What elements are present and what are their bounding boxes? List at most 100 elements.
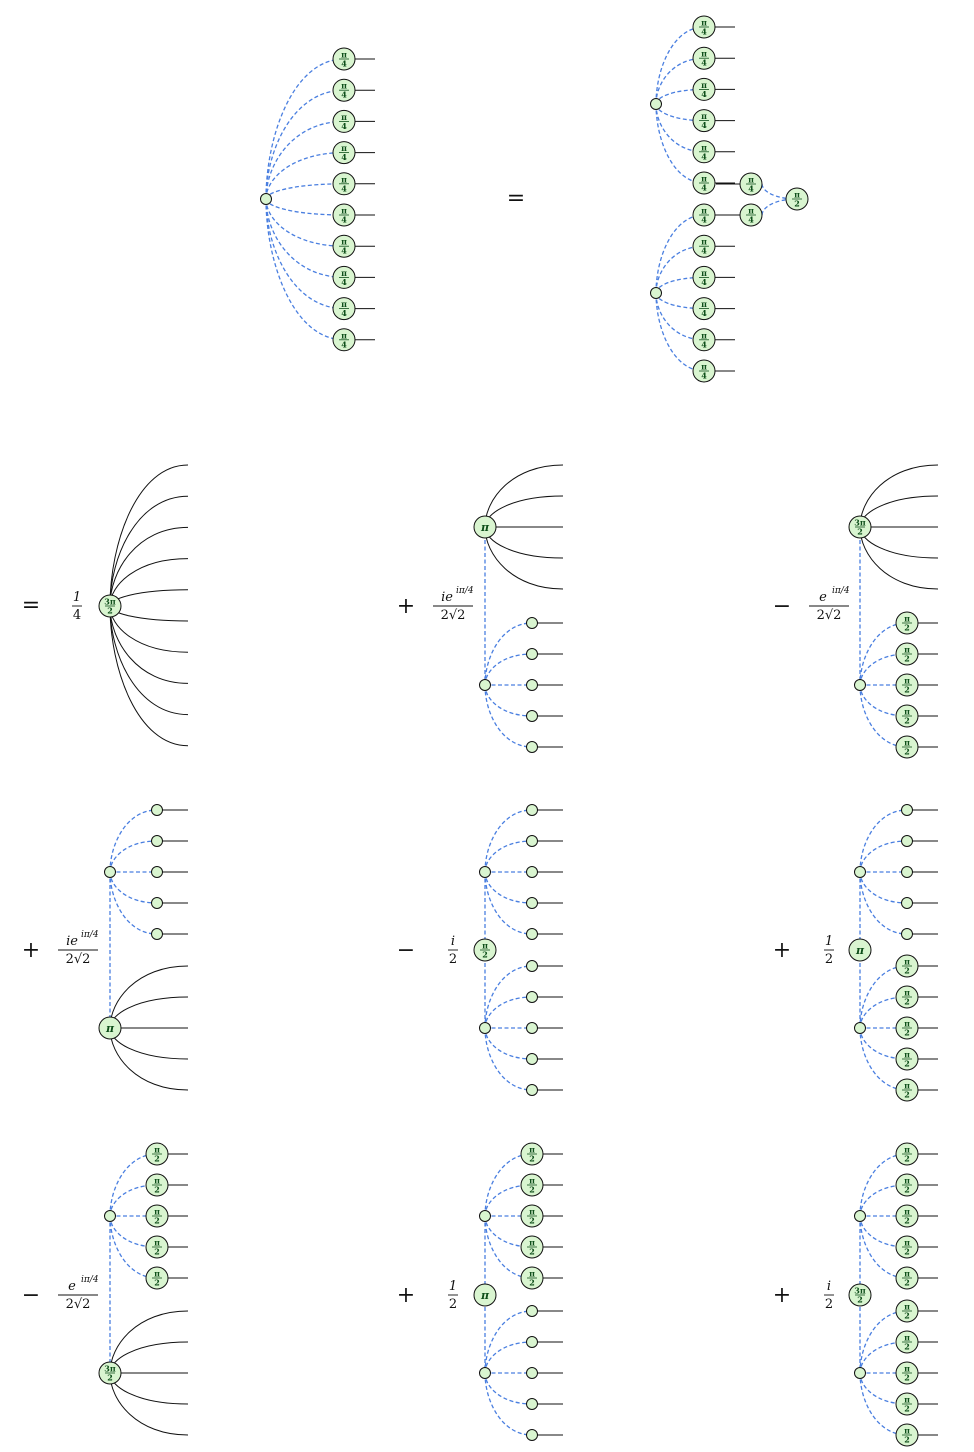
- spider-node: [260, 193, 272, 205]
- phase-spider: π4: [332, 172, 356, 196]
- spider-node: [526, 1084, 538, 1096]
- phase-spider: π2: [520, 1235, 544, 1259]
- svg-text:2: 2: [904, 1185, 910, 1195]
- svg-text:π: π: [904, 1081, 910, 1091]
- phase-spider: π2: [895, 735, 919, 759]
- svg-text:π: π: [904, 1426, 910, 1436]
- spider-node: [526, 960, 538, 972]
- svg-text:4: 4: [701, 246, 707, 256]
- spider-node: [479, 866, 491, 878]
- svg-text:π: π: [904, 1333, 910, 1343]
- svg-text:2: 2: [904, 685, 910, 695]
- phase-spider: π4: [692, 359, 716, 383]
- svg-text:π: π: [904, 1050, 910, 1060]
- svg-text:2: 2: [449, 1297, 457, 1312]
- svg-text:2: 2: [904, 1342, 910, 1352]
- svg-text:2: 2: [794, 199, 800, 209]
- spider-node: [526, 741, 538, 753]
- spider-node: [901, 928, 913, 940]
- spider-node: [151, 866, 163, 878]
- svg-text:π: π: [482, 941, 488, 951]
- svg-text:2: 2: [904, 716, 910, 726]
- svg-text:π: π: [701, 142, 707, 152]
- row1-equals-sign: =: [22, 593, 40, 618]
- svg-text:2√2: 2√2: [817, 608, 842, 623]
- phase-spider: π2: [895, 1173, 919, 1197]
- hadamard-edge: [484, 871, 533, 904]
- svg-text:π: π: [529, 1207, 535, 1217]
- svg-text:1: 1: [825, 934, 833, 949]
- spider-node: [526, 928, 538, 940]
- svg-text:2: 2: [904, 997, 910, 1007]
- hadamard-edge: [109, 840, 158, 873]
- spider-node: [479, 1022, 491, 1034]
- svg-text:4: 4: [341, 277, 347, 287]
- svg-text:π: π: [341, 268, 347, 278]
- plain-wire: [859, 495, 939, 528]
- phase-spider: π2: [895, 1142, 919, 1166]
- svg-text:π: π: [904, 1364, 910, 1374]
- svg-text:π: π: [105, 1022, 115, 1035]
- term-sign: +: [397, 594, 415, 619]
- svg-text:2: 2: [904, 623, 910, 633]
- spider-node: [479, 1367, 491, 1379]
- term-coefficient: i2: [824, 1279, 834, 1312]
- hadamard-edge: [265, 198, 345, 247]
- term-sign: −: [773, 594, 791, 619]
- hadamard-edge: [655, 292, 705, 372]
- svg-text:π: π: [154, 1238, 160, 1248]
- hadamard-edge: [265, 198, 345, 279]
- term-coefficient: ie iπ/4 2√2: [58, 930, 99, 967]
- plain-wire: [109, 605, 189, 653]
- svg-text:4: 4: [701, 371, 707, 381]
- phase-spider: π4: [692, 109, 716, 133]
- spider-node: [526, 1398, 538, 1410]
- phase-spider: π2: [895, 1361, 919, 1385]
- svg-text:π: π: [529, 1269, 535, 1279]
- hadamard-edge: [265, 151, 345, 200]
- svg-text:4: 4: [341, 121, 347, 131]
- svg-text:2: 2: [904, 747, 910, 757]
- text-layer: = = 14 + ie iπ/42√2− e iπ/42√2+ ie iπ/42√2− i2 +1…: [22, 186, 850, 1312]
- top-equals-sign: =: [507, 186, 525, 211]
- spider-node: [479, 679, 491, 691]
- phase-spider: π2: [895, 673, 919, 697]
- svg-text:2: 2: [529, 1216, 535, 1226]
- phase-spider: π2: [145, 1266, 169, 1290]
- svg-text:π: π: [341, 237, 347, 247]
- svg-text:i: i: [827, 1279, 831, 1294]
- spider-node: [854, 866, 866, 878]
- phase-spider: π: [473, 515, 497, 539]
- spider-node: [526, 804, 538, 816]
- hadamard-edge: [109, 871, 158, 904]
- svg-text:e: e: [68, 1279, 76, 1294]
- hadamard-edge: [484, 622, 533, 686]
- hadamard-edge: [265, 198, 345, 341]
- svg-text:2: 2: [825, 1297, 833, 1312]
- phase-spider: π4: [332, 47, 356, 71]
- hadamard-edge: [484, 871, 533, 935]
- phase-spider: π4: [692, 297, 716, 321]
- phase-spider: π4: [739, 203, 763, 227]
- svg-text:π: π: [701, 299, 707, 309]
- svg-text:π: π: [341, 112, 347, 122]
- phase-spider: π4: [692, 328, 716, 352]
- svg-text:π: π: [701, 330, 707, 340]
- phase-spider: π2: [895, 1204, 919, 1228]
- spider-node: [104, 866, 116, 878]
- hadamard-edge: [484, 1027, 533, 1060]
- plain-wire: [109, 1027, 189, 1060]
- svg-text:π: π: [904, 1395, 910, 1405]
- hadamard-edge: [655, 57, 705, 105]
- svg-text:π: π: [341, 174, 347, 184]
- hadamard-edge: [859, 622, 908, 686]
- svg-text:4: 4: [701, 89, 707, 99]
- spider-node: [650, 98, 662, 110]
- svg-text:2: 2: [154, 1185, 160, 1195]
- svg-text:2: 2: [904, 1216, 910, 1226]
- phase-spider: π2: [895, 611, 919, 635]
- svg-text:3π: 3π: [104, 597, 116, 607]
- svg-text:π: π: [341, 143, 347, 153]
- svg-text:iπ/4: iπ/4: [81, 930, 99, 940]
